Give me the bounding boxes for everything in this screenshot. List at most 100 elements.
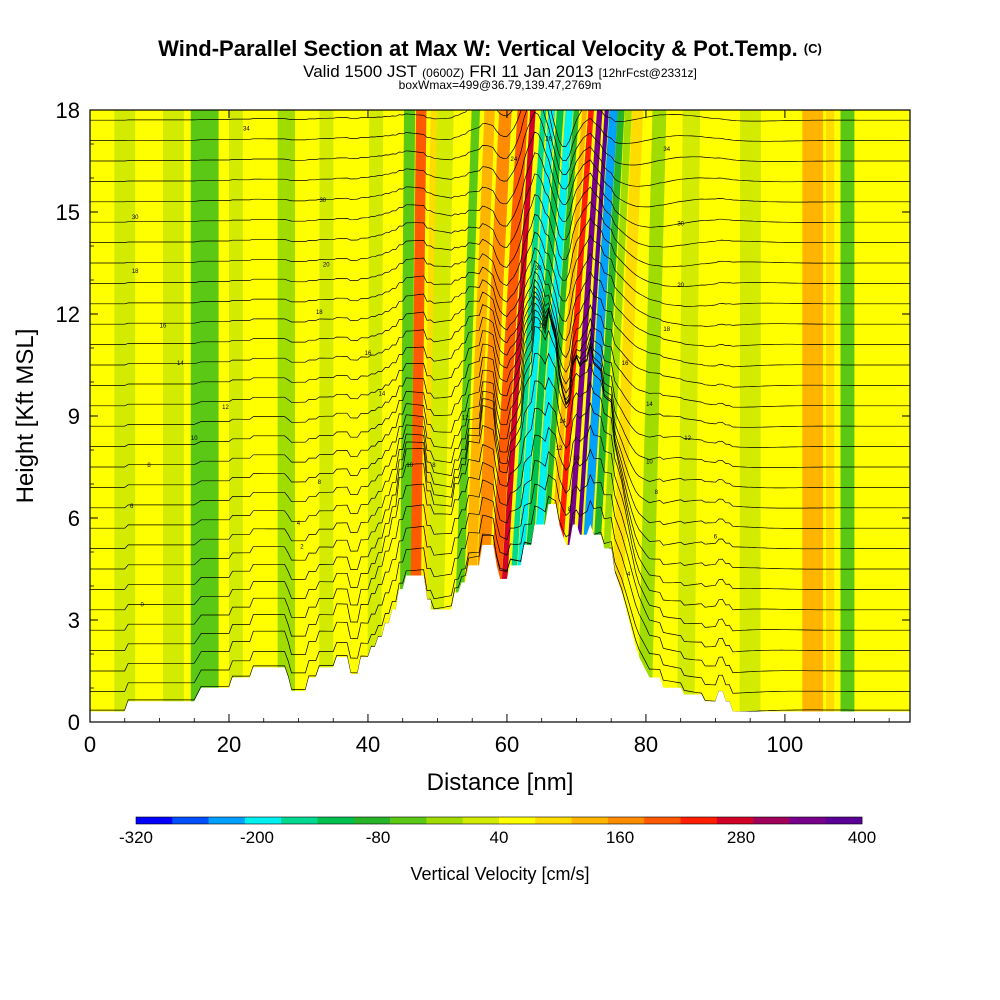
velocity-band (90, 110, 111, 722)
colorbar-swatch (208, 817, 246, 824)
colorbar-tick-label: -320 (119, 828, 153, 847)
isentrope-label: 4 (297, 521, 301, 527)
isentrope-line (90, 290, 910, 428)
chart-subtitle: Valid 1500 JST (0600Z) FRI 11 Jan 2013 [12h… (303, 62, 697, 81)
y-axis: 0 3 6 9 12 15 18 (56, 98, 910, 735)
isentrope-label: 30 (677, 222, 684, 228)
isentrope-line (90, 308, 910, 489)
isentrope-line (90, 111, 910, 190)
isentrope-line (90, 513, 910, 694)
colorbar-tick-label: 40 (490, 828, 509, 847)
isentrope-line (90, 352, 910, 550)
isentrope-line (90, 194, 910, 268)
x-tick-label: 100 (767, 732, 804, 757)
isentrope-label: 12 (222, 405, 229, 411)
isentrope-label: 6 (130, 504, 134, 510)
colorbar-swatch (353, 817, 391, 824)
isentrope-line (90, 401, 910, 590)
isentrope-line (90, 152, 910, 228)
contour-labels: 34 30 30 20 18 18 16 16 14 14 12 12 10 8 6 8 4 20 10 8 24 2 8 2… (130, 126, 718, 608)
velocity-band (190, 110, 219, 722)
x-tick-label: 80 (634, 732, 658, 757)
isentrope-line (90, 309, 910, 509)
velocity-band (864, 110, 886, 722)
velocity-band (840, 110, 855, 722)
isentrope-line (90, 285, 910, 408)
isentrope-label: 30 (132, 215, 139, 221)
isentrope-label: 12 (556, 446, 563, 452)
colorbar: -320 -200 -80 40 160 280 400 (119, 816, 876, 847)
x-axis: 0 20 40 60 80 100 (84, 110, 890, 757)
isentrope-label: 14 (177, 361, 184, 367)
isentrope-line (90, 110, 910, 147)
isentrope-line (90, 231, 910, 307)
colorbar-tick-label: -80 (366, 828, 391, 847)
velocity-band (606, 110, 644, 722)
velocity-band (677, 110, 701, 722)
colorbar-swatch (789, 817, 826, 824)
colorbar-swatch (535, 817, 572, 824)
y-tick-label: 0 (68, 710, 80, 735)
colorbar-swatch (753, 817, 790, 824)
isentrope-line (90, 448, 910, 632)
velocity-band (277, 110, 299, 722)
colorbar-label: Vertical Velocity [cm/s] (410, 864, 589, 884)
chart-title: Wind-Parallel Section at Max W: Vertical… (158, 36, 822, 61)
isentrope-label: 16 (160, 324, 167, 330)
isentrope-label: 14 (646, 402, 653, 408)
isentrope-line (90, 270, 910, 368)
colorbar-swatch (607, 817, 645, 824)
isentrope-label: 8 (432, 463, 436, 469)
isentrope-label: 2 (300, 545, 304, 551)
isentrope-line (90, 495, 910, 674)
colorbar-swatch (281, 817, 318, 824)
isentrope-line (90, 173, 910, 248)
isentrope-label: 10 (191, 436, 198, 442)
isentrope-label: 16 (538, 324, 545, 330)
isentrope-line (90, 260, 910, 347)
isentrope-label: 18 (132, 269, 139, 275)
colorbar-tick-label: 400 (848, 828, 876, 847)
colorbar-swatch (644, 817, 681, 824)
isentrope-line (90, 376, 910, 570)
isentrope-label: 10 (646, 460, 653, 466)
y-tick-label: 18 (56, 98, 80, 123)
isentrope-label: 16 (365, 351, 372, 357)
velocity-band (739, 110, 761, 722)
y-axis-label: Height [Kft MSL] (12, 329, 39, 504)
y-tick-label: 6 (68, 506, 80, 531)
colorbar-swatch (172, 817, 209, 824)
y-tick-label: 15 (56, 200, 80, 225)
isentrope-label: 0 (140, 602, 144, 608)
isentrope-line (90, 110, 910, 175)
velocity-band (294, 110, 316, 722)
isentrope-label: 10 (573, 456, 580, 462)
isentrope-label: 8 (568, 507, 572, 513)
colorbar-swatch (244, 817, 282, 824)
isentrope-line (90, 424, 910, 611)
colorbar-swatch (716, 817, 754, 824)
isentrope-label: 20 (535, 266, 542, 272)
colorbar-swatch (571, 817, 609, 824)
isentrope-line (90, 295, 910, 448)
velocity-band (802, 110, 824, 722)
isentrope-label: 20 (323, 262, 330, 268)
isentrope-label: 8 (318, 480, 322, 486)
isentrope-line (90, 510, 910, 713)
isentrope-line (90, 247, 910, 327)
isentrope-label: 30 (319, 198, 326, 204)
isentrope-label: 12 (462, 415, 469, 421)
colorbar-swatch (462, 817, 500, 824)
x-axis-label: Distance [nm] (427, 769, 574, 796)
potential-temperature-contours (90, 110, 910, 713)
colorbar-swatch (317, 817, 355, 824)
colorbar-swatch (499, 817, 536, 824)
isentrope-label: 8 (655, 490, 659, 496)
velocity-band (825, 110, 835, 722)
isentrope-label: 24 (511, 157, 518, 163)
isentrope-label: 34 (663, 147, 670, 153)
isentrope-label: 8 (147, 463, 151, 469)
isentrope-label: 18 (663, 327, 670, 333)
isentrope-label: 20 (677, 283, 684, 289)
isentrope-label: 14 (379, 392, 386, 398)
